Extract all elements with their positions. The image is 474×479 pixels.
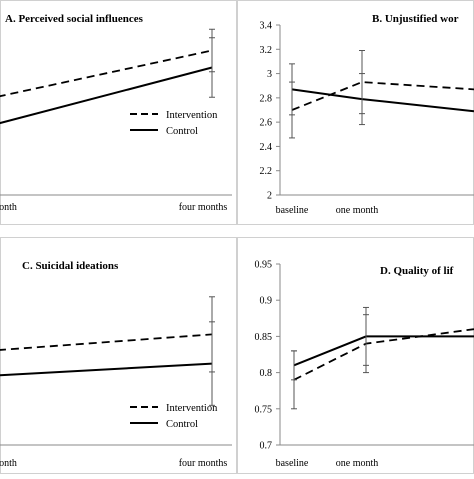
panel-border [1,238,237,474]
panel-b: B. Unjustified wor 2 2.2 2.4 2.6 2.8 3 3.2 3.4 ba… [238,1,474,225]
x-tick-label: one month [336,205,379,216]
chart-title: B. Unjustified wor [372,13,459,25]
chart-title: C. Suicidal ideations [22,260,119,272]
y-tick-label: 3.2 [260,45,273,56]
legend: Intervention Control [130,110,218,137]
y-tick-label: 0.75 [255,404,273,415]
x-tick-label: four months [179,202,228,213]
panel-c: C. Suicidal ideations onth four months Inte… [0,238,237,474]
legend: Intervention Control [130,403,218,430]
y-tick-label: 0.95 [255,260,273,271]
y-tick-label: 2.4 [260,142,273,153]
y-tick-label: 0.85 [255,332,273,343]
y-tick-label: 3 [267,69,272,80]
y-tick-label: 0.9 [260,296,273,307]
y-tick-label: 3.4 [260,21,273,32]
chart-title: D. Quality of lif [380,265,454,277]
x-tick-label: baseline [276,458,309,469]
y-tick-label: 2.6 [260,118,273,129]
legend-label: Intervention [166,403,218,414]
panel-d: D. Quality of lif 0.7 0.75 0.8 0.85 0.9 0.95 ba… [238,238,474,474]
series-line-intervention [0,334,212,351]
legend-label: Control [166,126,198,137]
x-tick-label: four months [179,458,228,469]
panel-border [238,1,474,225]
y-tick-label: 0.7 [260,441,273,452]
x-tick-label: baseline [276,205,309,216]
legend-label: Control [166,419,198,430]
chart-title: A. Perceived social influences [5,13,144,25]
x-tick-label: one month [336,458,379,469]
y-tick-label: 2 [267,191,272,202]
series-line-control [0,364,212,377]
series-line-control [292,89,474,111]
x-tick-label: onth [0,458,17,469]
y-tick-label: 0.8 [260,368,273,379]
y-tick-label: 2.2 [260,166,273,177]
series-line-intervention [292,82,474,110]
legend-label: Intervention [166,110,218,121]
x-tick-label: onth [0,202,17,213]
panel-a: A. Perceived social influences onth four m… [0,1,237,225]
y-tick-label: 2.8 [260,93,273,104]
